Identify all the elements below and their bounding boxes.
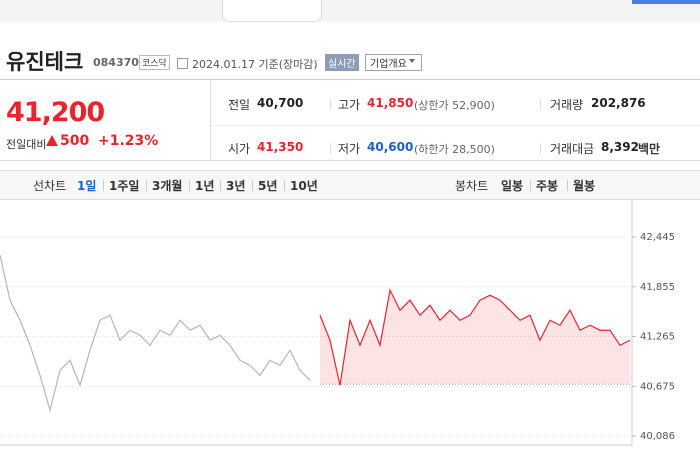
tab-bar bbox=[0, 170, 700, 200]
tab[interactable]: 주봉 bbox=[536, 179, 559, 193]
stat-value: 40,700 bbox=[257, 96, 304, 110]
y-tick-label: 42,445 bbox=[640, 232, 675, 243]
stat-value: 40,600 bbox=[367, 140, 414, 154]
banner-card[interactable] bbox=[222, 0, 322, 22]
change-label: 전일대비 bbox=[6, 138, 47, 151]
y-tick-label: 40,675 bbox=[640, 381, 675, 392]
divider bbox=[211, 125, 700, 126]
tab-group-label: 봉차트 bbox=[455, 179, 489, 193]
stat-note: (하한가 28,500) bbox=[414, 143, 495, 156]
tab-sep bbox=[530, 180, 531, 191]
tab[interactable]: 5년 bbox=[258, 179, 278, 193]
tab-sep bbox=[284, 180, 285, 191]
chart: 42,445 41,855 41,265 40,675 40,086 bbox=[0, 200, 675, 446]
company-button[interactable]: 기업개요 bbox=[365, 54, 422, 71]
stat-unit: 백만 bbox=[638, 142, 661, 156]
banner bbox=[0, 0, 700, 22]
change-rate: +1.23% bbox=[98, 133, 159, 149]
tab[interactable]: 10년 bbox=[290, 179, 318, 193]
change: 500 bbox=[60, 133, 90, 149]
tab-group-label: 선차트 bbox=[33, 179, 67, 193]
tab-sep bbox=[103, 180, 104, 191]
price-line bbox=[319, 288, 631, 386]
tab[interactable]: 1일 bbox=[77, 179, 97, 193]
divider bbox=[0, 79, 700, 80]
current-price: 41,200 bbox=[6, 97, 105, 128]
stat-value: 8,392 bbox=[601, 140, 639, 154]
stat-value: 41,350 bbox=[257, 140, 304, 154]
date: 2024.01.17 기준(장마감) bbox=[192, 58, 318, 71]
stat-value: 41,850 bbox=[367, 96, 414, 110]
stock-code: 084370 bbox=[93, 56, 139, 69]
divider bbox=[0, 160, 700, 161]
tab[interactable]: 1주일 bbox=[109, 179, 140, 193]
tab-sep bbox=[220, 180, 221, 191]
sep bbox=[330, 99, 331, 110]
tab[interactable]: 월봉 bbox=[573, 179, 596, 193]
tab[interactable]: 1년 bbox=[195, 179, 215, 193]
divider bbox=[210, 80, 211, 160]
stat-label: 고가 bbox=[338, 98, 361, 112]
tab-sep bbox=[567, 180, 568, 191]
y-tick-label: 41,265 bbox=[640, 332, 675, 343]
date-icon bbox=[177, 58, 188, 69]
tab-sep bbox=[189, 180, 190, 191]
realtime-badge[interactable]: 실시간 bbox=[325, 54, 359, 71]
stat-label: 거래량 bbox=[550, 98, 584, 112]
stock-name: 유진테크 bbox=[6, 50, 84, 74]
sep bbox=[330, 143, 331, 154]
sep bbox=[540, 99, 541, 110]
tab[interactable]: 일봉 bbox=[501, 179, 524, 193]
stat-label: 전일 bbox=[228, 98, 251, 112]
market-badge: 코스닥 bbox=[139, 55, 170, 70]
price-line bbox=[0, 255, 311, 413]
y-tick-label: 41,855 bbox=[640, 282, 675, 293]
banner-button[interactable] bbox=[632, 0, 700, 4]
stat-note: (상한가 52,900) bbox=[414, 99, 495, 112]
stat-label: 저가 bbox=[338, 142, 361, 156]
tab[interactable]: 3년 bbox=[226, 179, 246, 193]
tab[interactable]: 3개월 bbox=[152, 179, 183, 193]
tab-sep bbox=[252, 180, 253, 191]
area-fill bbox=[320, 290, 630, 386]
stat-label: 시가 bbox=[228, 142, 251, 156]
y-tick-label: 40,086 bbox=[640, 431, 675, 442]
up-arrow bbox=[46, 135, 58, 146]
tab-sep bbox=[146, 180, 147, 191]
sep bbox=[540, 143, 541, 154]
stat-value: 202,876 bbox=[591, 96, 646, 110]
dropdown-arrow bbox=[409, 59, 415, 63]
stat-label: 거래대금 bbox=[550, 142, 595, 156]
